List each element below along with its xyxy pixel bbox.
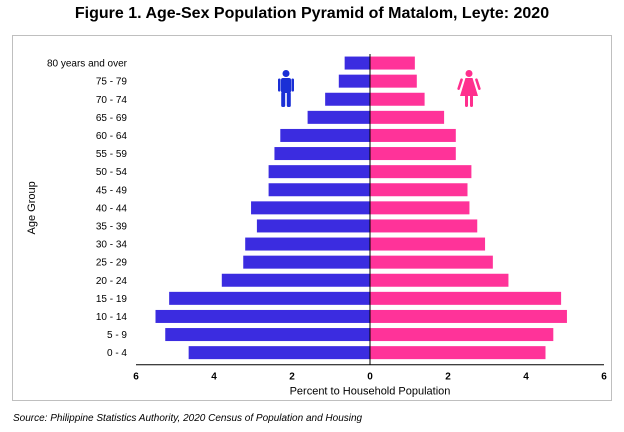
female-bar xyxy=(370,237,486,251)
female-bar xyxy=(370,273,509,287)
y-tick-label: 65 - 69 xyxy=(96,113,128,124)
female-bar xyxy=(370,255,493,269)
y-tick-label: 0 - 4 xyxy=(107,348,127,359)
chart-frame: 80 years and over 75 - 79 70 - 74 65 - 69 60… xyxy=(12,35,612,401)
y-tick-label: 5 - 9 xyxy=(107,330,127,341)
female-bar xyxy=(370,201,470,215)
female-bar xyxy=(370,110,445,124)
y-tick-label: 80 years and over xyxy=(47,59,128,70)
male-bar xyxy=(338,74,370,88)
female-bars xyxy=(370,56,567,360)
male-bar xyxy=(245,237,370,251)
female-bar xyxy=(370,165,472,179)
male-bar xyxy=(307,110,370,124)
male-bar xyxy=(280,128,370,142)
female-bar xyxy=(370,328,554,342)
female-bar xyxy=(370,92,425,106)
male-bar xyxy=(251,201,370,215)
female-bar xyxy=(370,183,468,197)
x-axis-label: Percent to Household Population xyxy=(290,386,451,398)
female-bar xyxy=(370,56,415,70)
male-bar xyxy=(325,92,370,106)
male-icon xyxy=(278,70,294,107)
y-tick-label: 10 - 14 xyxy=(96,312,128,323)
x-tick-label: 4 xyxy=(523,372,529,383)
y-tick-labels: 80 years and over 75 - 79 70 - 74 65 - 69 60… xyxy=(47,59,128,360)
female-bar xyxy=(370,219,478,233)
y-tick-label: 45 - 49 xyxy=(96,185,128,196)
male-bar xyxy=(165,328,370,342)
y-tick-label: 50 - 54 xyxy=(96,167,128,178)
female-bar xyxy=(370,74,417,88)
x-tick-labels: 6 4 2 0 2 4 6 xyxy=(133,372,607,383)
y-axis-label: Age Group xyxy=(26,181,38,234)
male-bar xyxy=(243,255,370,269)
male-bar xyxy=(344,56,370,70)
female-bar xyxy=(370,291,562,305)
y-tick-label: 55 - 59 xyxy=(96,149,128,160)
male-bar xyxy=(274,147,370,161)
y-tick-label: 15 - 19 xyxy=(96,294,128,305)
male-bar xyxy=(268,165,370,179)
male-bars xyxy=(155,56,370,360)
female-bar xyxy=(370,309,567,323)
male-bar xyxy=(256,219,370,233)
female-bar xyxy=(370,147,456,161)
x-tick-label: 6 xyxy=(133,372,139,383)
chart-title: Figure 1. Age-Sex Population Pyramid of … xyxy=(74,5,550,22)
y-tick-label: 75 - 79 xyxy=(96,77,128,88)
x-tick-label: 6 xyxy=(601,372,607,383)
x-tick-label: 2 xyxy=(445,372,451,383)
female-bar xyxy=(370,346,546,360)
y-tick-label: 40 - 44 xyxy=(96,203,128,214)
male-bar xyxy=(155,309,370,323)
y-tick-label: 35 - 39 xyxy=(96,221,128,232)
male-bar xyxy=(268,183,370,197)
male-bar xyxy=(169,291,370,305)
y-tick-label: 30 - 34 xyxy=(96,240,128,251)
x-tick-label: 0 xyxy=(367,372,373,383)
female-icon xyxy=(457,70,481,107)
x-tick-label: 2 xyxy=(289,372,295,383)
y-tick-label: 70 - 74 xyxy=(96,95,128,106)
source-note: Source: Philippine Statistics Authority,… xyxy=(13,413,363,424)
y-tick-label: 20 - 24 xyxy=(96,276,128,287)
y-tick-label: 60 - 64 xyxy=(96,131,128,142)
y-tick-label: 25 - 29 xyxy=(96,258,128,269)
x-tick-label: 4 xyxy=(211,372,217,383)
male-bar xyxy=(221,273,370,287)
female-bar xyxy=(370,128,456,142)
male-bar xyxy=(188,346,370,360)
